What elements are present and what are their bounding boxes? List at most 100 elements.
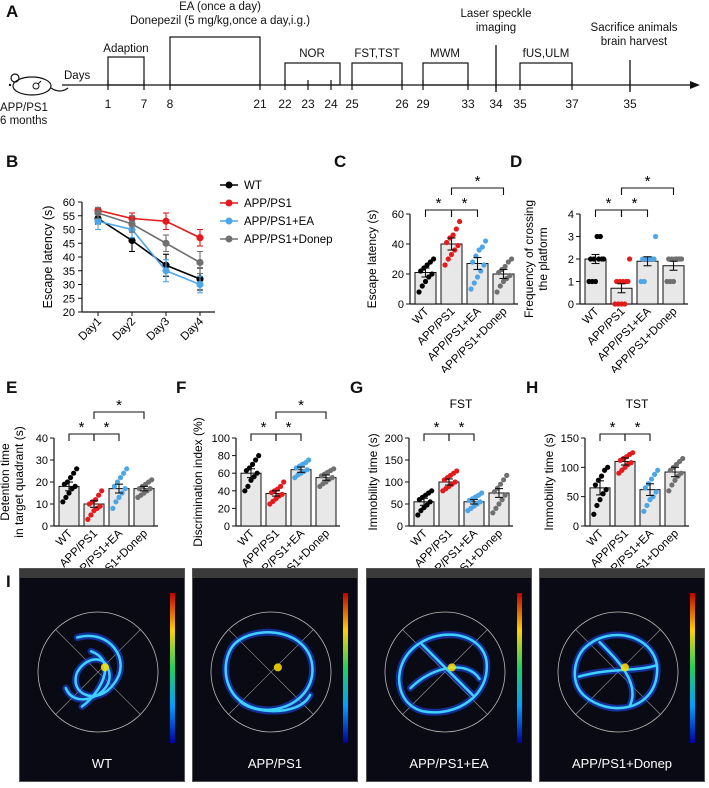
timeline-tick-label: 26 [395, 97, 409, 111]
donepezil-label: Donepezil (5 mg/kg,once a day,i.g.) [129, 15, 311, 27]
series-line [97, 212, 201, 264]
data-point [594, 502, 600, 509]
data-point [622, 301, 628, 307]
y-axis-label: Discrimination index (%) [191, 417, 205, 546]
data-point [66, 490, 72, 496]
y-tick-label: 150 [561, 433, 579, 445]
data-point [502, 492, 508, 498]
significance-star: * [298, 397, 304, 414]
y-tick-label: 35 [63, 266, 75, 278]
data-point [666, 488, 672, 494]
swim-track [571, 631, 661, 712]
chart-title: FST [450, 397, 473, 411]
legend-label: WT [244, 180, 262, 192]
data-point [497, 481, 504, 487]
y-tick-label: 20 [218, 503, 230, 515]
data-point [415, 512, 421, 518]
data-point [644, 502, 650, 509]
y-tick-label: 2 [568, 254, 574, 266]
heatmap-drawing [210, 593, 348, 743]
data-point [477, 499, 483, 505]
data-point [508, 256, 515, 262]
data-point [468, 286, 474, 292]
significance-star: * [434, 419, 440, 436]
pool-outline [384, 611, 506, 733]
data-point [491, 489, 497, 495]
significance-star: * [459, 419, 465, 436]
significance-bracket [624, 433, 651, 441]
swim-track [395, 631, 491, 716]
data-point [630, 450, 636, 456]
y-tick-label: 40 [392, 239, 404, 251]
data-point [600, 256, 607, 262]
significance-star: * [635, 419, 641, 436]
data-point [445, 256, 451, 262]
significance-bracket [275, 411, 327, 419]
data-point [600, 491, 606, 497]
y-tick-label: 150 [385, 455, 403, 467]
hotspot [273, 663, 282, 672]
data-point [496, 501, 502, 507]
heatmap-title-strip [367, 569, 531, 578]
data-point [597, 497, 603, 503]
data-point [507, 272, 513, 279]
data-point [279, 491, 285, 497]
y-tick-label: 0 [397, 521, 403, 533]
pool-outline [557, 611, 679, 733]
hotspot [620, 663, 629, 672]
data-point [67, 475, 74, 481]
x-tick-label: Day2 [111, 316, 138, 343]
panel-letter-b: B [6, 152, 19, 171]
data-point [88, 512, 94, 518]
data-point [597, 233, 603, 240]
data-point [641, 278, 647, 285]
legend-marker [225, 235, 233, 243]
y-tick-label: 55 [63, 211, 75, 223]
colorbar [517, 593, 522, 743]
x-tick-label: Day1 [77, 316, 104, 343]
significance-star: * [436, 195, 442, 212]
data-point [97, 503, 103, 509]
data-point [456, 218, 463, 225]
data-point [162, 267, 170, 275]
timeline-tick-label: 37 [565, 97, 579, 111]
data-point [117, 475, 124, 481]
crossing-frequency-bar-chart: 0 1 2 3 4 Frequency of crossing the platform * *… [522, 173, 688, 373]
data-point [591, 511, 597, 517]
panel-letter-i: I [6, 572, 11, 591]
data-point [453, 226, 459, 232]
data-point [490, 510, 496, 516]
legend-marker [225, 181, 233, 189]
data-point [592, 482, 598, 488]
sacrifice-label-2: brain harvest [600, 36, 668, 48]
x-tick-label: WT [409, 528, 430, 549]
panel-letter-h: H [526, 378, 539, 397]
data-point [455, 242, 461, 249]
heatmap-title-strip [20, 569, 184, 578]
x-tick-label: Day3 [145, 316, 172, 343]
y-tick-label: 45 [63, 238, 75, 250]
data-point [672, 477, 678, 483]
timeline-tick-label: 1 [105, 97, 112, 111]
legend-label: APP/PS1+EA [244, 216, 314, 228]
series-line [97, 217, 201, 280]
panel-letter-c: C [334, 152, 347, 171]
data-point [60, 499, 66, 505]
data-point [253, 457, 259, 463]
data-point [329, 475, 335, 481]
hotspot [447, 663, 456, 672]
y-tick-label: 0 [224, 521, 230, 533]
colorbar [690, 593, 695, 743]
y-axis-label-line2: the platform [536, 227, 550, 290]
panel-letter-a: A [6, 2, 19, 21]
timeline-tick-label: 22 [278, 97, 292, 111]
data-point [162, 239, 170, 247]
timeline-tick-label: 35 [623, 97, 637, 111]
data-point [114, 479, 121, 485]
data-point [442, 262, 448, 268]
data-point [124, 466, 130, 472]
timeline-tick-label: 25 [345, 97, 359, 111]
significance-star: * [79, 419, 85, 436]
age-label: 6 months [0, 115, 48, 127]
